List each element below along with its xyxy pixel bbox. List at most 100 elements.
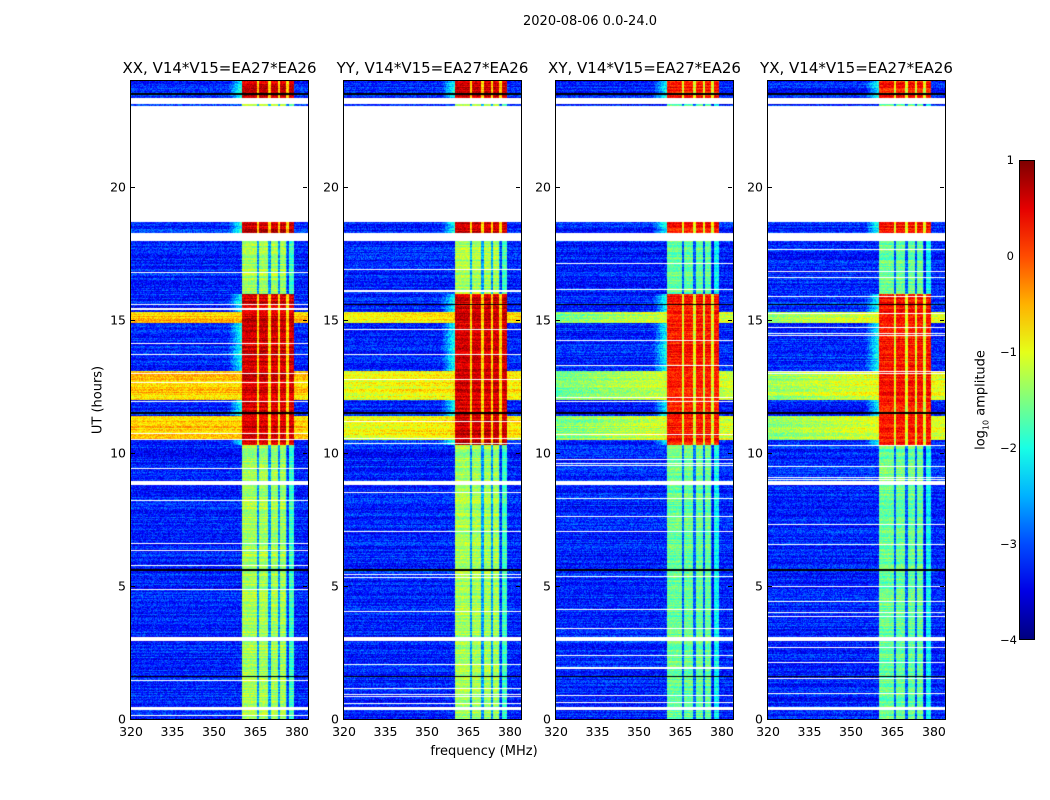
- colorbar-label: log10 amplitude: [973, 350, 991, 450]
- x-tick-label: 320: [756, 724, 780, 739]
- y-tick-mark: [344, 320, 348, 322]
- x-tick-label: 335: [585, 724, 610, 739]
- x-tick-label: 365: [880, 724, 905, 739]
- y-tick-label: 20: [535, 179, 551, 195]
- panel-3: YX, V14*V15=EA27*EA26 0 5 10 15 20 320 335 350 36…: [747, 59, 953, 739]
- y-tick-mark: [131, 187, 135, 189]
- colorbar: [1019, 160, 1035, 640]
- x-tick-label: 320: [119, 724, 143, 739]
- y-tick-mark: [344, 187, 348, 189]
- x-tick-label: 335: [160, 724, 185, 739]
- colorbar-tick-label: 0: [1006, 249, 1014, 263]
- x-tick-label: 380: [285, 724, 309, 739]
- panel-title: XY, V14*V15=EA27*EA26: [548, 59, 741, 77]
- y-tick-mark: [768, 187, 772, 189]
- y-tick-mark: [516, 719, 520, 720]
- panel-title: XX, V14*V15=EA27*EA26: [122, 59, 317, 77]
- x-tick-label: 350: [627, 724, 651, 739]
- y-tick-mark: [303, 187, 307, 189]
- x-tick-label: 365: [668, 724, 693, 739]
- y-tick-mark: [728, 586, 732, 588]
- x-tick-label: 350: [202, 724, 226, 739]
- y-tick-label: 0: [755, 711, 763, 727]
- y-tick-mark: [131, 320, 135, 322]
- y-tick-mark: [516, 453, 520, 455]
- y-tick-mark: [728, 187, 732, 189]
- y-tick-mark: [131, 586, 135, 588]
- colorbar-tick-label: 1: [1006, 153, 1014, 167]
- x-tick-label: 380: [922, 724, 946, 739]
- x-tick-label: 350: [839, 724, 863, 739]
- y-tick-mark: [516, 187, 520, 189]
- y-tick-label: 20: [323, 179, 339, 195]
- y-tick-label: 20: [747, 179, 763, 195]
- y-tick-mark: [516, 320, 520, 322]
- x-tick-label: 365: [456, 724, 481, 739]
- y-tick-label: 15: [110, 312, 126, 328]
- colorbar-tick-label: −1: [1000, 345, 1017, 359]
- y-tick-mark: [728, 719, 732, 720]
- y-tick-label: 15: [747, 312, 763, 328]
- y-tick-mark: [516, 586, 520, 588]
- x-tick-label: 335: [797, 724, 822, 739]
- y-tick-mark: [344, 586, 348, 588]
- y-tick-label: 10: [323, 445, 339, 461]
- heatmap-image: [768, 81, 945, 719]
- x-tick-label: 350: [415, 724, 439, 739]
- y-tick-mark: [344, 453, 348, 455]
- y-tick-mark: [728, 453, 732, 455]
- heatmap-image: [556, 81, 733, 719]
- panel-2: XY, V14*V15=EA27*EA26 0 5 10 15 20 320 335 350 36…: [535, 59, 741, 739]
- panel-title: YY, V14*V15=EA27*EA26: [336, 59, 529, 77]
- y-tick-label: 10: [535, 445, 551, 461]
- y-tick-mark: [131, 719, 135, 720]
- panel-1: YY, V14*V15=EA27*EA26 0 5 10 15 20 320 335 350 36…: [323, 59, 528, 739]
- y-tick-mark: [131, 453, 135, 455]
- y-tick-mark: [940, 586, 944, 588]
- x-axis-label: frequency (MHz): [430, 744, 538, 759]
- y-tick-mark: [556, 187, 560, 189]
- y-tick-label: 0: [118, 711, 126, 727]
- y-tick-mark: [940, 187, 944, 189]
- y-axis-label: UT (hours): [90, 365, 106, 435]
- heatmap-image: [344, 81, 521, 719]
- y-tick-mark: [344, 719, 348, 720]
- y-tick-mark: [768, 453, 772, 455]
- y-tick-label: 5: [331, 578, 339, 594]
- x-tick-label: 320: [544, 724, 568, 739]
- y-tick-mark: [768, 320, 772, 322]
- figure-suptitle: 2020-08-06 0.0-24.0: [523, 14, 657, 29]
- heatmap-image: [131, 81, 308, 719]
- y-tick-mark: [303, 453, 307, 455]
- x-tick-label: 380: [710, 724, 734, 739]
- y-tick-mark: [940, 320, 944, 322]
- panel-0: XX, V14*V15=EA27*EA26 0 5 10 15 20 320 335 350 36…: [110, 59, 316, 739]
- y-tick-mark: [556, 719, 560, 720]
- x-tick-label: 335: [373, 724, 398, 739]
- y-tick-mark: [768, 719, 772, 720]
- y-tick-label: 5: [118, 578, 126, 594]
- y-tick-mark: [940, 719, 944, 720]
- y-tick-mark: [940, 453, 944, 455]
- y-tick-label: 5: [755, 578, 763, 594]
- y-tick-label: 20: [110, 179, 126, 195]
- y-tick-label: 0: [543, 711, 551, 727]
- x-tick-label: 365: [243, 724, 268, 739]
- y-tick-mark: [556, 586, 560, 588]
- y-tick-mark: [303, 719, 307, 720]
- y-tick-label: 10: [747, 445, 763, 461]
- y-tick-label: 15: [535, 312, 551, 328]
- panel-title: YX, V14*V15=EA27*EA26: [760, 59, 953, 77]
- y-tick-mark: [556, 453, 560, 455]
- y-tick-mark: [303, 320, 307, 322]
- y-tick-mark: [556, 320, 560, 322]
- y-tick-mark: [768, 586, 772, 588]
- x-tick-label: 320: [332, 724, 356, 739]
- x-tick-label: 380: [498, 724, 522, 739]
- y-tick-label: 5: [543, 578, 551, 594]
- colorbar-tick-label: −3: [1000, 537, 1017, 551]
- y-tick-mark: [303, 586, 307, 588]
- y-tick-label: 15: [323, 312, 339, 328]
- y-tick-label: 0: [331, 711, 339, 727]
